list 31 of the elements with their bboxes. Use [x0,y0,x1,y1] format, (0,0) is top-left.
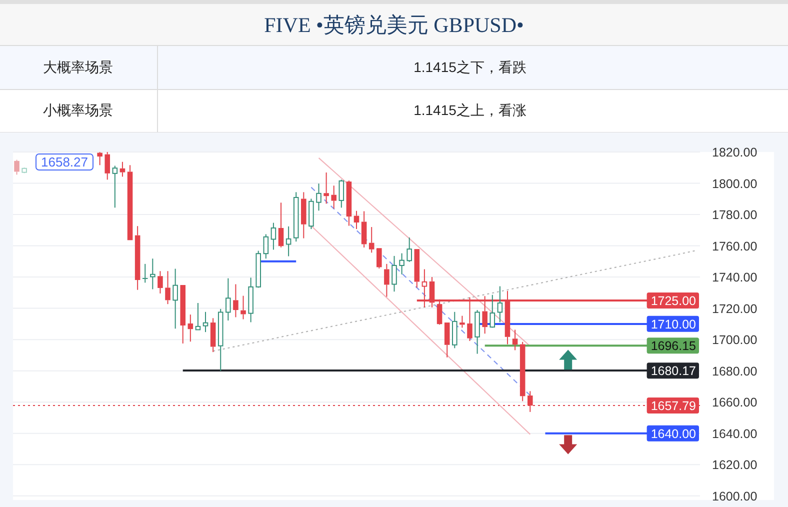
value-label: 1725.00 [646,292,699,308]
ytick-label: 1600.00 [712,489,758,504]
ytick-label: 1700.00 [712,333,758,348]
value-label: 1710.00 [646,316,699,332]
data-label: 1725.00 [650,294,696,308]
value-label: 1696.15 [646,338,699,354]
ytick-label: 1780.00 [712,208,758,222]
ytick-label: 1800.00 [712,176,758,191]
ref-line-label: 1657.79 [650,399,696,414]
annotation: 1658.27 [41,154,88,170]
ytick-label: 1740.00 [712,270,758,285]
ytick-label: 1640.00 [712,426,758,441]
ytick-label: 1620.00 [712,458,758,472]
ytick-label: 1760.00 [712,239,758,254]
ytick-label: 1680.00 [712,364,758,378]
data-label: 1640.00 [650,426,696,441]
annotation: 大概率场景 [43,59,113,75]
value-label: 1680.17 [646,362,699,379]
annotation: 1.1415之上，看涨 [414,102,526,118]
data-label: 1696.15 [650,339,696,354]
ytick-label: 1660.00 [712,396,758,410]
ytick-label: 1720.00 [712,302,758,316]
annotation: 小概率场景 [43,102,113,118]
value-label: 1640.00 [646,425,699,442]
ytick-label: 1820.00 [712,146,758,160]
title: FIVE •英镑兑美元 GBPUSD• [264,13,524,37]
annotation: 1.1415之下，看跌 [414,59,526,75]
value-label: 1657.79 [646,398,699,414]
annotation: 1658.27 [36,154,94,170]
data-label: 1710.00 [650,317,696,332]
data-label: 1680.17 [650,364,696,378]
